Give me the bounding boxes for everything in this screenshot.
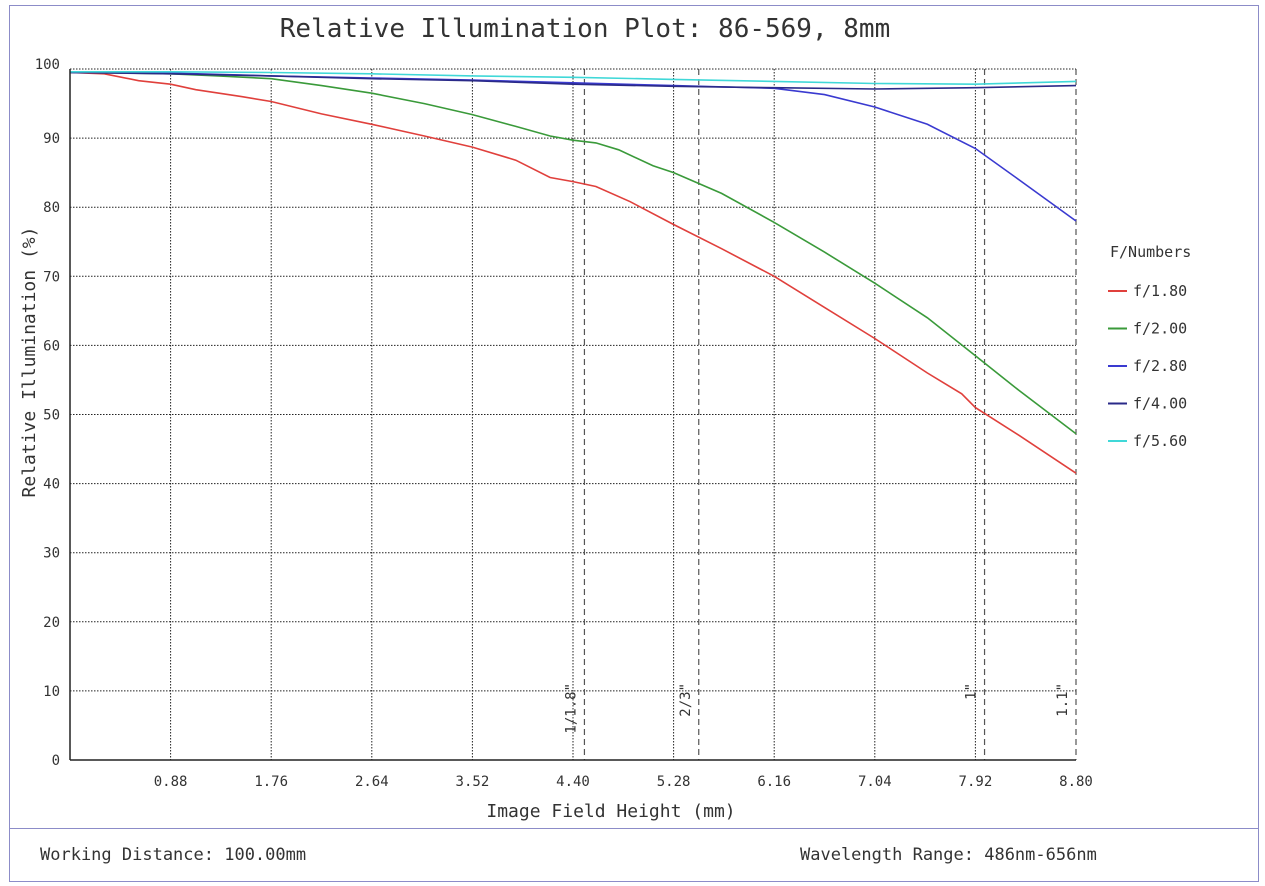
y-tick-label: 50 [43,408,60,424]
y-axis-label: Relative Illumination (%) [19,227,40,498]
x-tick-label: 2.64 [355,774,389,790]
y-tick-label: 100 [35,57,60,73]
x-tick-label: 3.52 [456,774,490,790]
wavelength-range-text: Wavelength Range: 486nm-656nm [800,845,1097,865]
legend-label: f/5.60 [1133,432,1187,450]
legend-label: f/2.00 [1133,320,1187,338]
series-line-f180 [69,71,1077,474]
series-line-f560 [70,71,1077,86]
x-tick-label: 5.28 [657,774,691,790]
series-layer [69,71,1077,474]
x-tick-label: 7.92 [959,774,993,790]
sensor-marker-label: 1.1" [1055,683,1071,717]
series-line-f200 [69,71,1077,435]
x-tick-label: 1.76 [254,774,288,790]
working-distance-text: Working Distance: 100.00mm [40,845,307,865]
x-tick-label: 8.80 [1059,774,1093,790]
chart-svg: Relative Illumination Plot: 86-569, 8mm … [19,14,1191,822]
y-tick-label: 80 [43,200,60,216]
legend-title: F/Numbers [1110,243,1191,261]
y-tick-label: 20 [43,615,60,631]
legend: F/Numbers f/1.80 f/2.00 f/2.80 f/4.00 f/5.60 [1108,243,1191,450]
y-tick-label: 70 [43,269,60,285]
y-tick-label: 10 [43,684,60,700]
x-axis-label: Image Field Height (mm) [486,801,735,822]
x-tick-label: 7.04 [858,774,892,790]
chart-title: Relative Illumination Plot: 86-569, 8mm [280,14,890,44]
y-tick-label: 60 [43,338,60,354]
y-tick-label: 40 [43,477,60,493]
legend-label: f/2.80 [1133,357,1187,375]
sensor-marker-label: 1/1.8" [563,683,579,734]
x-tick-label: 6.16 [757,774,791,790]
y-tick-label: 0 [52,753,60,769]
x-tick-label: 0.88 [154,774,188,790]
legend-label: f/1.80 [1133,282,1187,300]
axis-layer: 0 10 20 30 40 50 60 70 80 90 100 0.88 1.76 2.64 3.52 4.… [35,57,1093,790]
series-line-f400 [69,71,1077,90]
x-tick-label: 4.40 [556,774,590,790]
y-tick-label: 30 [43,546,60,562]
sensor-marker-label: 1" [964,683,980,700]
grid-layer [70,69,1076,760]
legend-label: f/4.00 [1133,395,1187,413]
footer-divider [9,828,1259,829]
chart-frame [9,5,1259,882]
sensor-marker-label: 2/3" [678,683,694,717]
y-tick-label: 90 [43,131,60,147]
